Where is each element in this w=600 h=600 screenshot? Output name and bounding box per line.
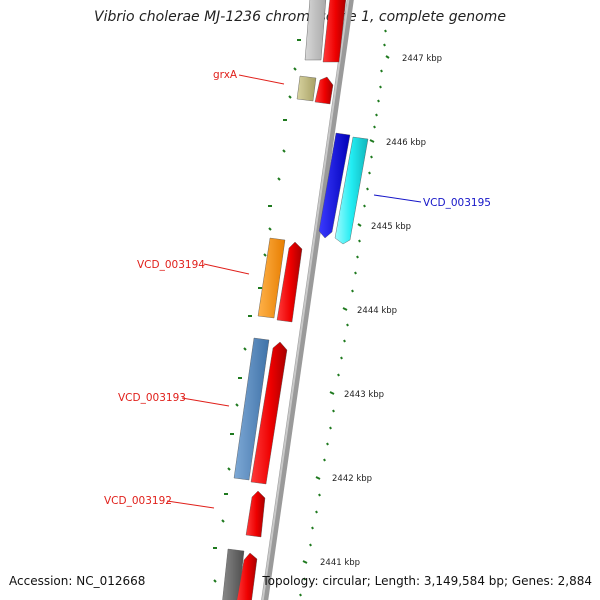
kbp-label: 2441 kbp — [320, 558, 360, 568]
gene-feature-grxa[interactable] — [314, 76, 334, 105]
gene-feature-vcd-003194[interactable] — [257, 237, 286, 319]
gene-name-labels: grxA VCD_003195 VCD_003194 VCD_003193 VC… — [104, 69, 491, 507]
genome-title: Vibrio cholerae MJ-1236 chromosome 1, co… — [94, 9, 506, 25]
gene-feature-vcd-003192[interactable] — [245, 490, 266, 538]
gene-features — [222, 0, 369, 600]
gene-feature-red-bottom[interactable] — [236, 552, 258, 600]
gene-feature-grey-top[interactable] — [304, 0, 327, 61]
gene-label-vcd-003193[interactable]: VCD_003193 — [118, 392, 186, 404]
kbp-label: 2443 kbp — [344, 390, 384, 400]
kbp-label: 2442 kbp — [332, 474, 372, 484]
gene-label-vcd-003194[interactable]: VCD_003194 — [137, 259, 205, 271]
gene-feature-red-mid2[interactable] — [250, 341, 288, 485]
gene-feature-dark-bottom[interactable] — [222, 548, 245, 600]
gene-feature-red-mid1[interactable] — [276, 241, 303, 323]
gene-feature-grxa-khaki[interactable] — [296, 75, 317, 102]
inner-tick-ring — [213, 39, 301, 583]
gene-feature-vcd-003195[interactable] — [334, 136, 369, 245]
outer-tick-ring — [299, 29, 390, 597]
gene-label-vcd-003192[interactable]: VCD_003192 — [104, 495, 172, 507]
kbp-label: 2447 kbp — [402, 54, 442, 64]
gene-feature-red-top[interactable] — [322, 0, 346, 63]
gene-feature-vcd-003193[interactable] — [233, 337, 270, 481]
kbp-label: 2446 kbp — [386, 138, 426, 148]
kbp-label: 2444 kbp — [357, 306, 397, 316]
gene-feature-blue[interactable] — [318, 132, 351, 239]
chromosome-backbone — [261, 0, 354, 600]
kbp-scale-labels: 2447 kbp 2446 kbp 2445 kbp 2444 kbp 2443… — [320, 54, 442, 568]
gene-label-grxa[interactable]: grxA — [213, 69, 238, 81]
label-leader-lines — [166, 74, 422, 509]
gene-label-vcd-003195[interactable]: VCD_003195 — [423, 197, 491, 209]
kbp-label: 2445 kbp — [371, 222, 411, 232]
accession-label: Accession: NC_012668 — [9, 574, 146, 588]
genome-summary: Topology: circular; Length: 3,149,584 bp… — [262, 574, 592, 588]
